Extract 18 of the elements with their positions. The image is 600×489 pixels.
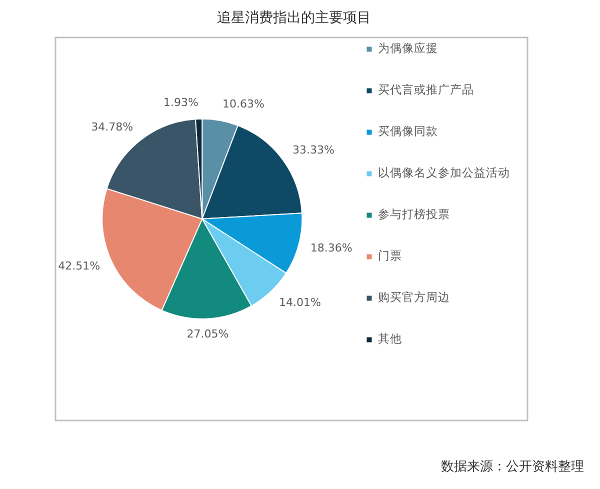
data-label: 34.78% [91, 120, 134, 134]
source-note: 数据来源：公开资料整理 [441, 459, 584, 474]
legend-label: 门票 [378, 248, 402, 263]
legend-label: 其他 [378, 332, 402, 346]
data-label: 42.51% [58, 259, 100, 272]
data-label: 10.63% [222, 98, 264, 111]
legend-label: 买偶像同款 [378, 124, 438, 138]
data-label: 33.33% [292, 143, 334, 156]
data-label: 27.05% [186, 328, 229, 341]
legend-label: 购买官方周边 [378, 290, 450, 304]
data-label: 1.93% [163, 96, 198, 109]
legend-label: 买代言或推广产品 [378, 82, 474, 97]
chart-title: 追星消费指出的主要项目 [217, 10, 371, 26]
data-label: 18.36% [310, 241, 352, 254]
legend-label: 以偶像名义参加公益活动 [378, 166, 510, 180]
data-label: 14.01% [278, 296, 321, 310]
legend-label: 为偶像应援 [378, 41, 438, 56]
legend-label: 参与打榜投票 [378, 207, 450, 222]
